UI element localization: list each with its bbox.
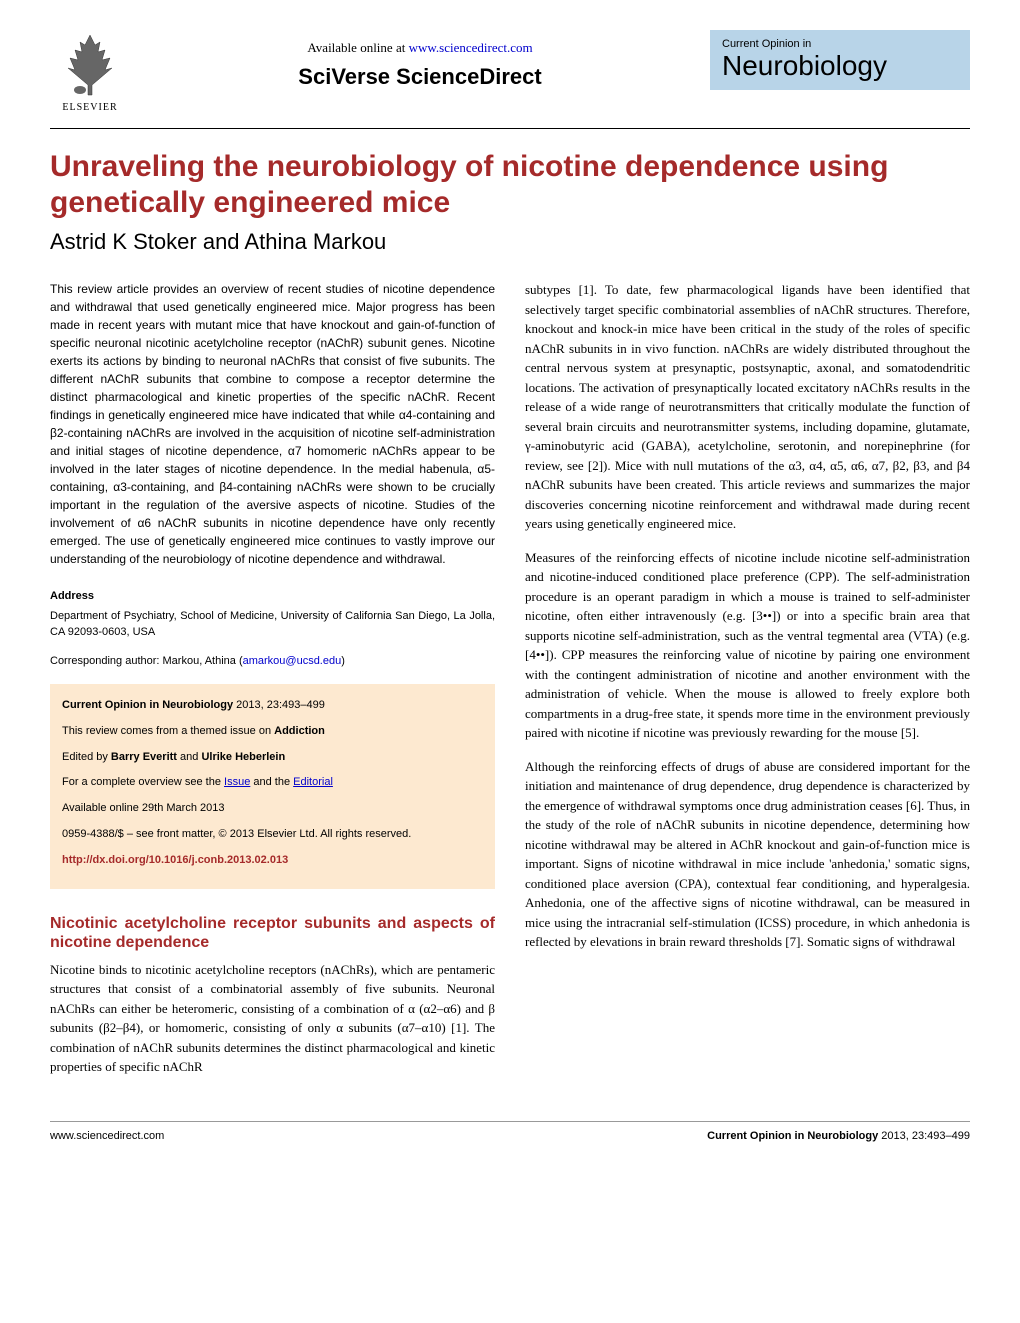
editor1: Barry Everitt	[111, 751, 177, 763]
right-para2: Measures of the reinforcing effects of n…	[525, 548, 970, 743]
themed-issue: Addiction	[274, 725, 325, 737]
issue-link[interactable]: Issue	[224, 776, 250, 788]
editors-and: and	[177, 751, 201, 763]
elsevier-logo: ELSEVIER	[50, 30, 130, 113]
section1-para1: Nicotine binds to nicotinic acetylcholin…	[50, 960, 495, 1077]
themed-issue-line: This review comes from a themed issue on…	[62, 722, 483, 742]
footer-right: Current Opinion in Neurobiology 2013, 23…	[707, 1130, 970, 1142]
center-header: Available online at www.sciencedirect.co…	[130, 30, 710, 90]
elsevier-label: ELSEVIER	[62, 102, 117, 113]
citation-line: Current Opinion in Neurobiology 2013, 23…	[62, 696, 483, 716]
section-heading-1: Nicotinic acetylcholine receptor subunit…	[50, 914, 495, 952]
article-title: Unraveling the neurobiology of nicotine …	[50, 149, 970, 221]
edited-prefix: Edited by	[62, 751, 111, 763]
editorial-link[interactable]: Editorial	[293, 776, 333, 788]
right-para3: Although the reinforcing effects of drug…	[525, 757, 970, 952]
citation-journal: Current Opinion in Neurobiology	[62, 699, 233, 711]
doi-link[interactable]: http://dx.doi.org/10.1016/j.conb.2013.02…	[62, 851, 483, 871]
two-column-layout: This review article provides an overview…	[50, 280, 970, 1091]
editor2: Ulrike Heberlein	[201, 751, 285, 763]
abstract: This review article provides an overview…	[50, 280, 495, 568]
citation-pages: 2013, 23:493–499	[233, 699, 325, 711]
address-text: Department of Psychiatry, School of Medi…	[50, 608, 495, 641]
corresponding-suffix: )	[341, 655, 345, 667]
available-online-prefix: Available online at	[307, 40, 405, 55]
right-column: subtypes [1]. To date, few pharmacologic…	[525, 280, 970, 1091]
journal-box-title: Neurobiology	[722, 50, 958, 82]
left-column: This review article provides an overview…	[50, 280, 495, 1091]
editors-line: Edited by Barry Everitt and Ulrike Heber…	[62, 748, 483, 768]
right-para1: subtypes [1]. To date, few pharmacologic…	[525, 280, 970, 534]
page-footer: www.sciencedirect.com Current Opinion in…	[50, 1121, 970, 1142]
corresponding-prefix: Corresponding author: Markou, Athina (	[50, 655, 243, 667]
journal-box-top: Current Opinion in	[722, 38, 958, 50]
footer-journal: Current Opinion in Neurobiology	[707, 1130, 878, 1142]
info-box: Current Opinion in Neurobiology 2013, 23…	[50, 684, 495, 889]
sciverse-brand: SciVerse ScienceDirect	[130, 64, 710, 90]
corresponding-email-link[interactable]: amarkou@ucsd.edu	[243, 655, 342, 667]
authors: Astrid K Stoker and Athina Markou	[50, 229, 970, 255]
page-header: ELSEVIER Available online at www.science…	[50, 30, 970, 129]
themed-prefix: This review comes from a themed issue on	[62, 725, 274, 737]
footer-left: www.sciencedirect.com	[50, 1130, 164, 1142]
available-online-date: Available online 29th March 2013	[62, 799, 483, 819]
footer-pages: 2013, 23:493–499	[878, 1130, 970, 1142]
available-online-text: Available online at www.sciencedirect.co…	[130, 40, 710, 56]
elsevier-tree-icon	[60, 30, 120, 100]
overview-and: and the	[250, 776, 293, 788]
overview-line: For a complete overview see the Issue an…	[62, 773, 483, 793]
journal-box: Current Opinion in Neurobiology	[710, 30, 970, 90]
sciencedirect-link[interactable]: www.sciencedirect.com	[409, 40, 533, 55]
corresponding-author: Corresponding author: Markou, Athina (am…	[50, 653, 495, 670]
address-label: Address	[50, 588, 495, 605]
overview-prefix: For a complete overview see the	[62, 776, 224, 788]
copyright-line: 0959-4388/$ – see front matter, © 2013 E…	[62, 825, 483, 845]
